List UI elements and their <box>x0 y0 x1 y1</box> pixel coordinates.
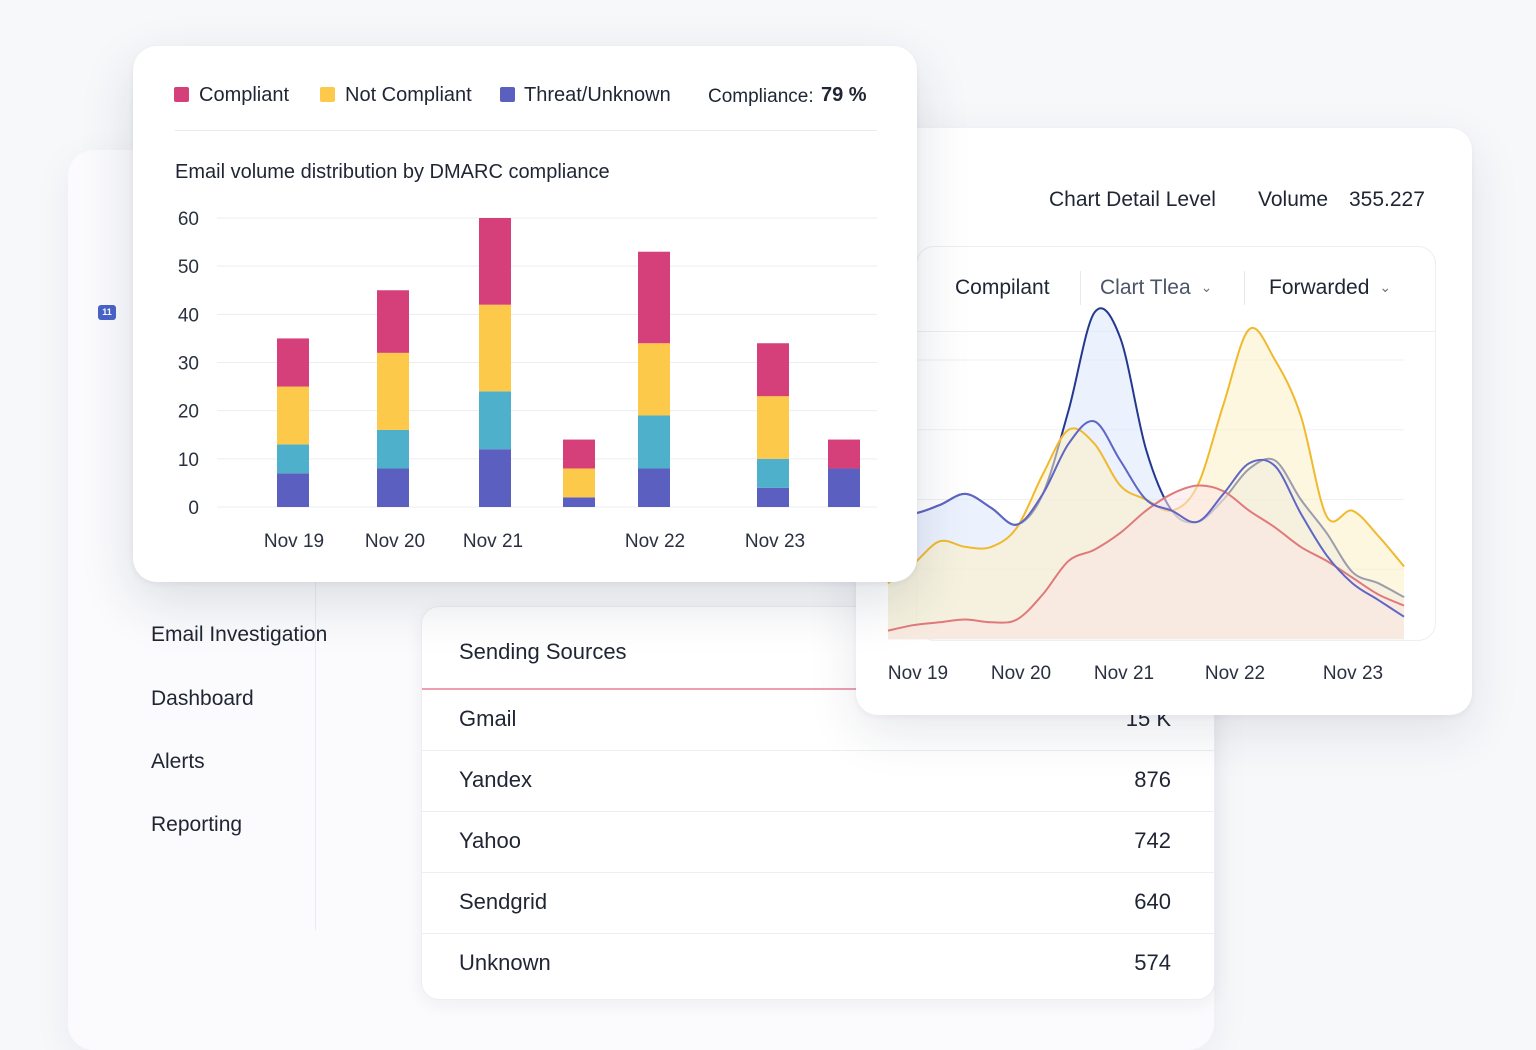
sidebar-item-alerts[interactable]: Alerts <box>151 750 205 773</box>
x-tick-label: Nov 21 <box>1094 663 1154 684</box>
y-tick-label: 20 <box>178 402 199 423</box>
compliance-bar-card: Compliant Not Compliant Threat/Unknown C… <box>133 46 917 582</box>
volume-label: Volume <box>1258 188 1329 211</box>
filter-separator <box>1080 271 1081 305</box>
x-tick-label: Nov 22 <box>625 531 685 552</box>
line-threat-unknown <box>887 484 1405 632</box>
legend-compliant[interactable]: Compliant <box>199 84 290 106</box>
source-value: 876 <box>1134 767 1171 792</box>
bar-segment-forwarded <box>757 458 789 488</box>
x-tick-label: Nov 19 <box>264 531 324 552</box>
x-tick-label: Nov 20 <box>365 531 425 552</box>
bar-segment-threat-unknown <box>479 449 511 507</box>
legend-divider <box>175 130 877 131</box>
source-name: Unknown <box>459 950 551 975</box>
bar-chart-title: Email volume distribution by DMARC compl… <box>175 161 610 183</box>
sidebar-item-reporting[interactable]: Reporting <box>151 813 243 836</box>
x-tick-label: Nov 23 <box>1323 663 1383 684</box>
bar-segment-threat-unknown <box>377 468 409 507</box>
legend-swatch-compliant <box>174 87 189 102</box>
source-name: Sendgrid <box>459 889 548 914</box>
x-tick-label: Nov 21 <box>463 531 523 552</box>
legend-not-compliant[interactable]: Not Compliant <box>345 84 472 106</box>
forwarded-label: Forwarded <box>1269 276 1370 299</box>
chart-detail-level-label[interactable]: Chart Detail Level <box>1049 188 1216 211</box>
bar-segment-not-compliant <box>479 304 511 392</box>
bar-segment-not-compliant <box>277 386 309 445</box>
bar-segment-compliant <box>479 218 511 305</box>
source-name: Gmail <box>459 706 517 731</box>
x-tick-label: Nov 23 <box>745 531 805 552</box>
bar-segment-compliant <box>638 251 670 344</box>
bar-segment-threat-unknown <box>638 468 670 507</box>
sending-sources-underline <box>422 688 1214 690</box>
bar-segment-threat-unknown <box>563 497 595 507</box>
y-tick-label: 40 <box>178 305 199 326</box>
sending-sources-title: Sending Sources <box>459 639 627 664</box>
x-tick-label: Nov 20 <box>991 663 1051 684</box>
detail-chart-card: Chart Detail Level Volume 355.227 Compil… <box>856 128 1472 715</box>
volume-value: 355.227 <box>1349 188 1425 211</box>
y-tick-label: 60 <box>178 209 199 230</box>
bar-segment-not-compliant <box>757 396 789 459</box>
y-tick-label: 10 <box>178 450 199 471</box>
bar-segment-not-compliant <box>638 343 670 416</box>
app-logo-badge: 11 <box>98 305 116 320</box>
compliant-filter[interactable]: Compilant <box>955 276 1050 300</box>
source-name: Yandex <box>459 767 532 792</box>
source-name: Yahoo <box>459 828 521 853</box>
compliance-value: 79 % <box>821 84 867 106</box>
y-tick-label: 30 <box>178 354 199 375</box>
table-row[interactable]: Unknown 574 <box>422 934 1214 994</box>
legend-swatch-threat <box>500 87 515 102</box>
chart-type-dropdown[interactable]: Clart Tlea ⌄ <box>1100 276 1212 300</box>
table-row[interactable]: Sendgrid 640 <box>422 873 1214 934</box>
bar-segment-compliant <box>277 338 309 387</box>
bar-segment-forwarded <box>277 444 309 474</box>
legend-threat-unknown[interactable]: Threat/Unknown <box>524 84 671 106</box>
x-tick-label: Nov 19 <box>888 663 948 684</box>
bar-segment-forwarded <box>377 429 409 469</box>
bar-segment-not-compliant <box>563 468 595 498</box>
bar-segment-compliant <box>828 439 860 469</box>
y-tick-label: 0 <box>188 498 199 519</box>
chart-type-label: Clart Tlea <box>1100 276 1191 299</box>
x-tick-label: Nov 22 <box>1205 663 1265 684</box>
sidebar-divider <box>315 430 316 930</box>
detail-chart-inner: Compilant Clart Tlea ⌄ Forwarded ⌄ <box>916 246 1436 641</box>
y-tick-label: 50 <box>178 257 199 278</box>
chevron-down-icon: ⌄ <box>1379 279 1392 295</box>
legend-swatch-not-compliant <box>320 87 335 102</box>
filter-divider <box>917 331 1435 332</box>
bar-segment-not-compliant <box>377 352 409 430</box>
bar-segment-compliant <box>377 290 409 353</box>
bar-segment-threat-unknown <box>828 468 860 507</box>
source-value: 574 <box>1134 950 1171 975</box>
bar-segment-compliant <box>757 343 789 397</box>
sidebar-item-email-investigation[interactable]: Email Investigation <box>151 623 328 646</box>
bar-segment-forwarded <box>638 415 670 469</box>
sidebar-item-dashboard[interactable]: Dashboard <box>151 687 254 710</box>
compliant-filter-label: Compilant <box>955 276 1050 299</box>
table-row[interactable]: Yahoo 742 <box>422 812 1214 873</box>
forwarded-dropdown[interactable]: Forwarded ⌄ <box>1269 276 1391 300</box>
compliance-label: Compliance: <box>708 86 814 107</box>
chevron-down-icon: ⌄ <box>1200 279 1213 295</box>
source-value: 742 <box>1134 828 1171 853</box>
line-chart: Nov 19 Nov 20 Nov 21 Nov 22 Nov 23 <box>887 307 1405 684</box>
bar-chart: 0 10 20 30 40 50 60 Nov 19 Nov 20 Nov 21 Nov 22 Nov… <box>178 209 877 552</box>
filter-separator <box>1244 271 1245 305</box>
table-row[interactable]: Yandex 876 <box>422 751 1214 812</box>
line-forwarded <box>887 420 1405 618</box>
bar-segment-threat-unknown <box>757 487 789 507</box>
source-value: 640 <box>1134 889 1171 914</box>
area-threat-unknown <box>888 485 1404 639</box>
bar-segment-compliant <box>563 439 595 469</box>
bar-segment-forwarded <box>479 391 511 450</box>
bar-segment-threat-unknown <box>277 473 309 507</box>
